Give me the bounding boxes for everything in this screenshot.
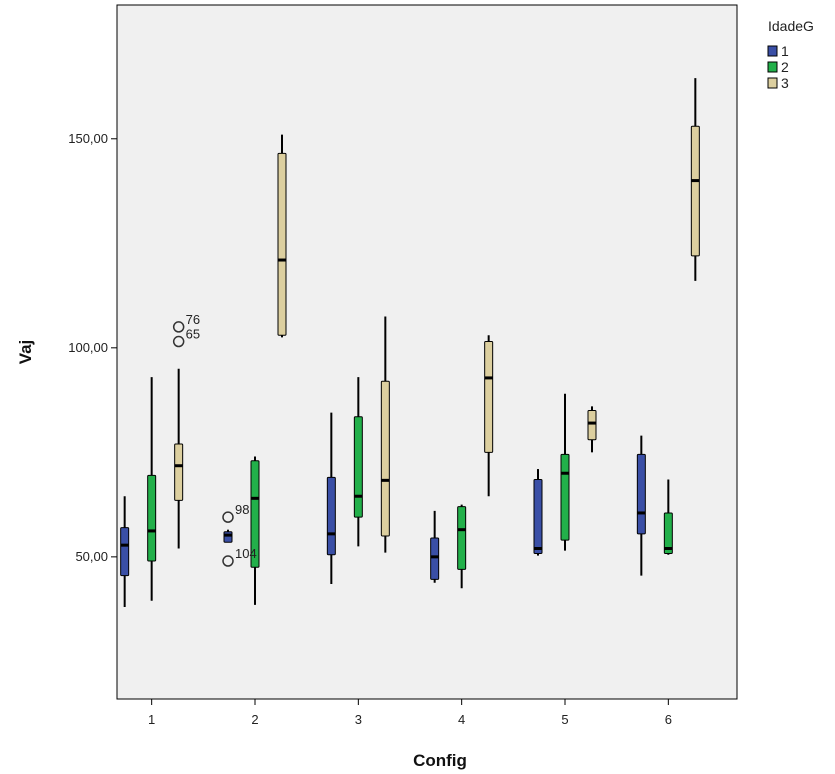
x-tick-label: 2 [251,712,258,727]
legend-swatch-1 [767,45,778,57]
legend-label-3: 3 [781,75,789,91]
x-tick-label: 1 [148,712,155,727]
box-1-config-3 [326,412,336,585]
box-3-config-3 [380,316,390,553]
legend-swatch-3 [767,77,778,89]
box-series-group [120,78,700,608]
box-body [353,416,363,518]
box-1-config-6 [636,435,646,576]
plot-area [116,4,738,700]
x-axis: 1 2 3 4 5 6 [148,699,672,727]
legend-label-1: 1 [781,43,789,59]
legend-swatch-2 [767,61,778,73]
box-body [636,453,646,535]
y-tick-label: 50,00 [75,549,108,564]
y-axis: 50,00 100,00 150,00 [68,131,117,564]
box-1-config-5 [533,469,543,556]
box-3-config-4 [484,335,494,497]
box-body [560,453,570,541]
box-3-config-6 [690,78,700,281]
box-body [326,476,336,556]
box-2-config-6 [663,479,673,555]
legend: IdadeG 123 [767,18,814,91]
box-1-config-4 [430,510,440,583]
x-axis-title: Config [413,751,467,770]
box-body [250,460,260,568]
box-body [484,341,494,453]
box-2-config-4 [457,504,467,589]
outlier-label: 76 [186,312,200,327]
box-body [120,527,130,577]
box-2-config-5 [560,393,570,551]
box-body [533,479,543,555]
box-body [690,125,700,257]
box-body [174,443,184,501]
outlier-point [172,335,185,348]
box-body [430,537,440,580]
y-axis-title: Vaj [16,340,35,365]
outlier-point [172,321,185,333]
x-tick-label: 6 [665,712,672,727]
box-body [223,531,233,543]
x-tick-label: 4 [458,712,465,727]
x-tick-label: 5 [561,712,568,727]
box-body [457,506,467,570]
box-1-config-1 [120,496,130,608]
box-2-config-1 [147,377,157,601]
outlier-label: 104 [235,546,257,561]
box-body [277,152,287,336]
outlier-point [222,511,234,523]
y-tick-label: 150,00 [68,131,108,146]
outlier-label: 98 [235,502,249,517]
box-3-config-2 [277,134,287,338]
outlier-label: 65 [186,327,200,342]
box-body [147,474,157,562]
box-body [663,512,673,555]
box-3-config-1 [174,368,184,549]
legend-title: IdadeG [768,18,814,34]
box-1-config-2 [223,529,233,543]
legend-label-2: 2 [781,59,789,75]
box-3-config-5 [587,406,597,453]
y-tick-label: 100,00 [68,340,108,355]
box-2-config-3 [353,377,363,547]
box-body [380,380,390,537]
x-tick-label: 3 [355,712,362,727]
outlier-point [222,555,234,567]
box-2-config-2 [250,456,260,605]
box-body [587,410,597,441]
